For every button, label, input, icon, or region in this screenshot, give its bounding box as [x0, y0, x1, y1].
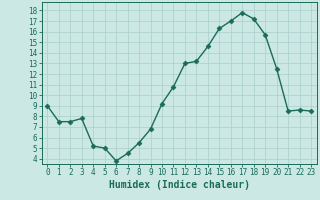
X-axis label: Humidex (Indice chaleur): Humidex (Indice chaleur)	[109, 180, 250, 190]
